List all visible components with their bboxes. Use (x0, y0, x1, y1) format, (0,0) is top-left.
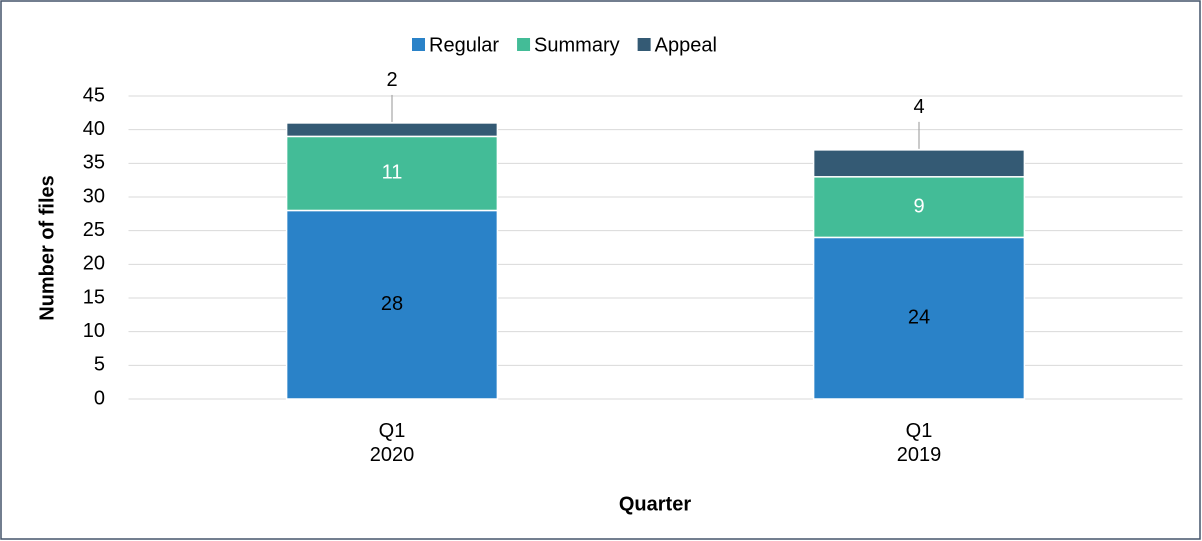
data-label: 2 (386, 69, 397, 91)
y-tick-label: 30 (83, 185, 105, 207)
y-tick-label: 20 (83, 253, 105, 275)
data-label: 9 (913, 195, 924, 217)
legend-swatch (517, 38, 531, 51)
data-label: 4 (913, 96, 924, 118)
x-axis-title: Quarter (619, 493, 691, 515)
legend-label: Appeal (655, 34, 717, 56)
x-tick-line: Q1 (379, 420, 406, 442)
y-tick-label: 40 (83, 118, 105, 140)
bar-segment (285, 135, 499, 212)
bar-segment (285, 209, 499, 400)
bar-segment (285, 122, 499, 138)
x-tick-line: 2020 (370, 444, 415, 466)
data-label: 28 (381, 293, 403, 315)
data-label: 11 (382, 162, 403, 184)
legend-label: Regular (429, 34, 499, 56)
bar-segment (812, 149, 1026, 178)
y-tick-label: 0 (94, 387, 105, 409)
y-tick-label: 45 (83, 84, 105, 106)
legend-swatch (637, 38, 651, 51)
data-label: 24 (908, 306, 930, 328)
legend-swatch (412, 38, 425, 51)
y-tick-label: 5 (94, 354, 105, 376)
y-tick-label: 15 (83, 286, 105, 308)
x-tick-label: Q1 2020 (370, 420, 415, 466)
x-tick-label: Q1 2019 (897, 420, 942, 466)
legend-label: Summary (534, 34, 620, 56)
y-tick-label: 10 (83, 320, 105, 342)
x-tick-line: 2019 (897, 444, 942, 466)
y-axis-title: Number of files (36, 175, 58, 321)
y-tick-label: 25 (83, 219, 105, 241)
bar-segment (812, 236, 1026, 400)
y-tick-label: 35 (83, 152, 105, 174)
x-tick-line: Q1 (906, 420, 933, 442)
